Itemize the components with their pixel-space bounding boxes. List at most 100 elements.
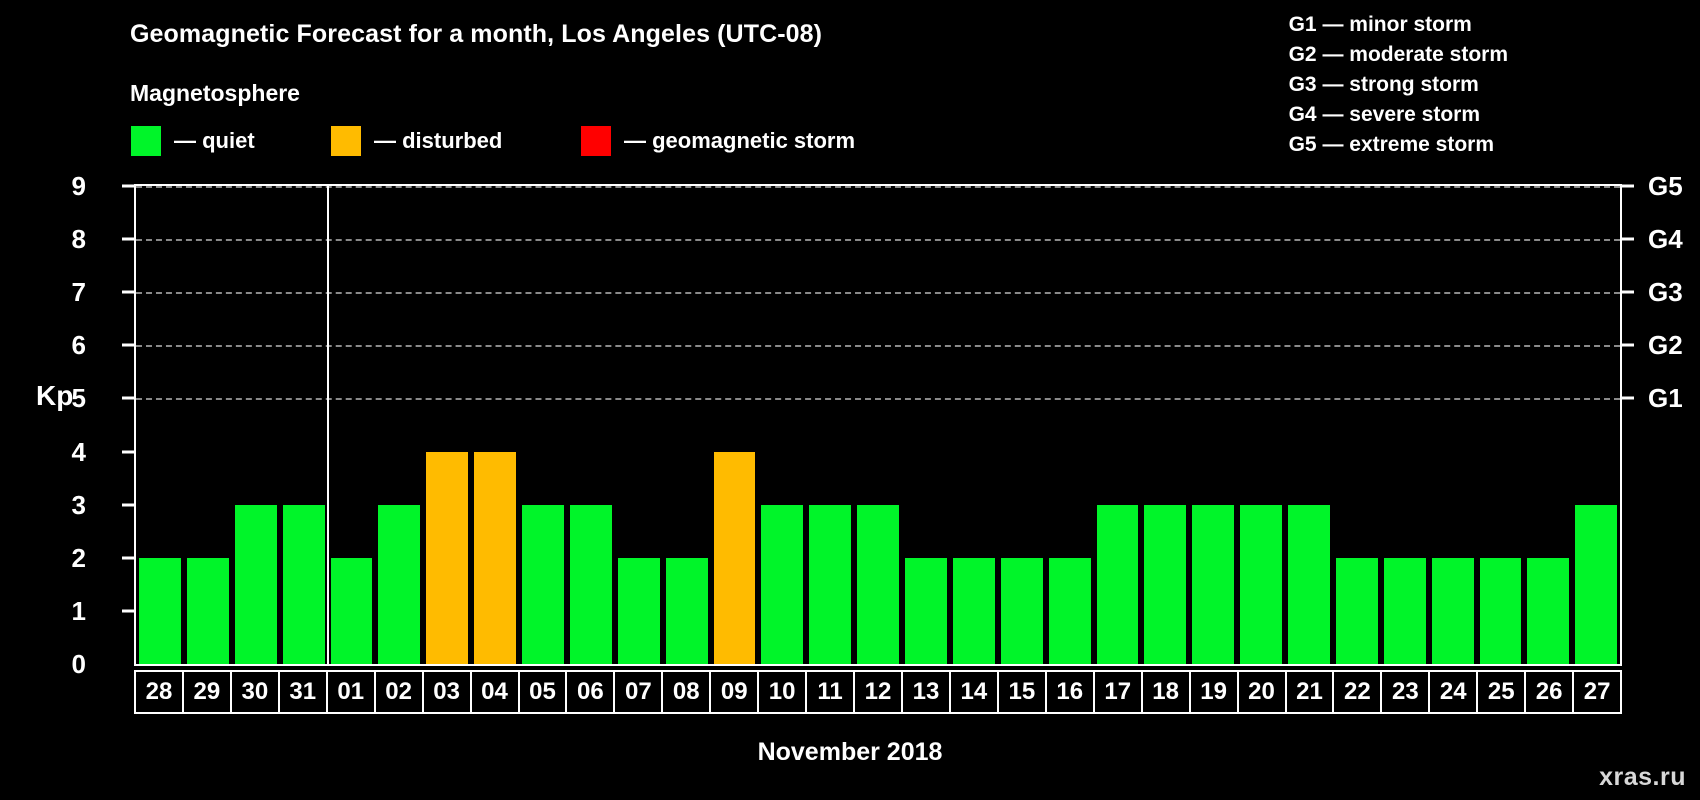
day-label-cell[interactable]: 01 xyxy=(328,672,376,712)
bar-slot[interactable] xyxy=(328,186,376,664)
plot-area xyxy=(134,184,1622,666)
bar[interactable] xyxy=(1096,504,1139,664)
day-label-cell[interactable]: 22 xyxy=(1334,672,1383,712)
day-label-cell[interactable]: 08 xyxy=(663,672,712,712)
bar[interactable] xyxy=(186,557,229,664)
day-label-cell[interactable]: 23 xyxy=(1382,672,1431,712)
bar-slot[interactable] xyxy=(758,186,806,664)
day-label-cell[interactable]: 31 xyxy=(280,672,328,712)
bar[interactable] xyxy=(617,557,660,664)
day-label-cell[interactable]: 30 xyxy=(232,672,280,712)
day-label-cell[interactable]: 21 xyxy=(1287,672,1335,712)
bar-slot[interactable] xyxy=(902,186,950,664)
g-axis-tick-mark xyxy=(1622,343,1634,347)
day-label-cell[interactable]: 28 xyxy=(136,672,184,712)
gscale-legend-line: G5 — extreme storm xyxy=(1288,133,1495,156)
bar[interactable] xyxy=(426,451,469,664)
bar[interactable] xyxy=(905,557,947,664)
day-label-cell[interactable]: 13 xyxy=(903,672,951,712)
bar[interactable] xyxy=(330,557,373,664)
bar-slot[interactable] xyxy=(184,186,232,664)
bar[interactable] xyxy=(1000,557,1043,664)
bar[interactable] xyxy=(1479,557,1522,664)
day-label-cell[interactable]: 26 xyxy=(1526,672,1575,712)
day-label-cell[interactable]: 20 xyxy=(1239,672,1287,712)
day-label-cell[interactable]: 12 xyxy=(855,672,903,712)
bar[interactable] xyxy=(713,451,756,664)
day-label-cell[interactable]: 27 xyxy=(1583,678,1611,705)
day-label-cell[interactable]: 15 xyxy=(999,672,1047,712)
bar-slot[interactable] xyxy=(1429,186,1477,664)
bar-slot[interactable] xyxy=(232,186,280,664)
bar[interactable] xyxy=(1575,504,1618,664)
bar[interactable] xyxy=(857,504,899,664)
bar[interactable] xyxy=(1527,557,1570,664)
day-label-cell[interactable]: 17 xyxy=(1095,672,1143,712)
bar[interactable] xyxy=(234,504,277,664)
legend-color-swatch xyxy=(581,126,611,156)
day-label-cell[interactable]: 03 xyxy=(424,672,472,712)
bar-slot[interactable] xyxy=(663,186,711,664)
bar-slot[interactable] xyxy=(1237,186,1285,664)
bar[interactable] xyxy=(1383,557,1426,664)
bar-slot[interactable] xyxy=(998,186,1046,664)
day-label-cell[interactable]: 02 xyxy=(376,672,424,712)
bar[interactable] xyxy=(952,557,995,664)
bar[interactable] xyxy=(378,504,421,664)
bar-slot[interactable] xyxy=(1572,186,1620,664)
bar-slot[interactable] xyxy=(854,186,902,664)
day-label-cell[interactable]: 09 xyxy=(711,672,760,712)
bar-slot[interactable] xyxy=(615,186,663,664)
bar-slot[interactable] xyxy=(1285,186,1333,664)
bar[interactable] xyxy=(1240,504,1282,664)
bar[interactable] xyxy=(1144,504,1187,664)
bar[interactable] xyxy=(1192,504,1235,664)
bar-slot[interactable] xyxy=(950,186,998,664)
y-axis-tick-mark xyxy=(122,343,134,347)
day-label-cell[interactable]: 16 xyxy=(1047,672,1095,712)
bar[interactable] xyxy=(474,451,516,664)
day-label-cell[interactable]: 29 xyxy=(184,672,232,712)
bar[interactable] xyxy=(139,557,181,664)
bar-slot[interactable] xyxy=(471,186,519,664)
bar[interactable] xyxy=(665,557,708,664)
bar-slot[interactable] xyxy=(1094,186,1142,664)
bar-slot[interactable] xyxy=(280,186,328,664)
day-label-cell[interactable]: 19 xyxy=(1191,672,1239,712)
bar-slot[interactable] xyxy=(1381,186,1429,664)
bar-slot[interactable] xyxy=(1046,186,1094,664)
day-label-cell[interactable]: 10 xyxy=(759,672,808,712)
bar-slot[interactable] xyxy=(806,186,854,664)
day-label-cell[interactable]: 05 xyxy=(520,672,568,712)
bar[interactable] xyxy=(1431,557,1474,664)
bar-slot[interactable] xyxy=(136,186,184,664)
bar-slot[interactable] xyxy=(711,186,759,664)
bar-slot[interactable] xyxy=(1189,186,1237,664)
bar[interactable] xyxy=(569,504,612,664)
bar-slot[interactable] xyxy=(375,186,423,664)
bar-slot[interactable] xyxy=(1477,186,1525,664)
day-label-cell[interactable]: 06 xyxy=(567,672,616,712)
day-label-cell[interactable]: 25 xyxy=(1478,672,1527,712)
day-label-cell[interactable]: 11 xyxy=(807,672,856,712)
bar-slot[interactable] xyxy=(1524,186,1572,664)
bar[interactable] xyxy=(522,504,564,664)
bar[interactable] xyxy=(761,504,804,664)
day-label-cell[interactable]: 14 xyxy=(951,672,999,712)
bar[interactable] xyxy=(1048,557,1091,664)
bar-slot[interactable] xyxy=(1141,186,1189,664)
bar[interactable] xyxy=(1335,557,1378,664)
day-label-cell[interactable]: 07 xyxy=(615,672,664,712)
bar-slot[interactable] xyxy=(519,186,567,664)
bar-slot[interactable] xyxy=(1333,186,1381,664)
day-label-cell[interactable]: 04 xyxy=(472,672,520,712)
day-label-cell[interactable]: 18 xyxy=(1143,672,1191,712)
g-axis-tick-label: G3 xyxy=(1648,277,1683,308)
bar-slot[interactable] xyxy=(567,186,615,664)
day-label-cell[interactable]: 24 xyxy=(1430,672,1479,712)
bar-slot[interactable] xyxy=(423,186,471,664)
g-axis-tick-mark xyxy=(1622,184,1634,188)
bar[interactable] xyxy=(282,504,325,664)
bar[interactable] xyxy=(1288,504,1330,664)
bar[interactable] xyxy=(809,504,852,664)
